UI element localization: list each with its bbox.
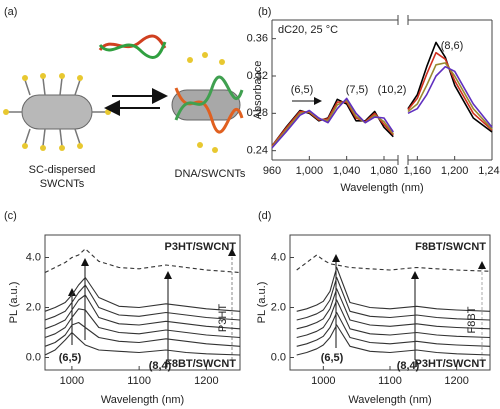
series-line	[44, 276, 241, 312]
annotation: P3HT/SWCNT	[415, 358, 487, 370]
series-line	[296, 311, 491, 347]
annotation: (8,6)	[441, 40, 464, 52]
y-tick-label: 4.0	[26, 251, 41, 263]
series-line	[296, 288, 491, 330]
x-tick-label: 1200	[194, 375, 218, 387]
x-tick-label: 1,200	[441, 165, 469, 177]
y-tick-label: 0.24	[247, 145, 268, 157]
x-tick-label: 1,240	[478, 165, 500, 177]
annotation: (6,5)	[291, 84, 314, 96]
dna-nanotube	[171, 52, 244, 153]
x-tick-label: 1100	[127, 375, 151, 387]
dna	[98, 41, 167, 59]
x-tick-label: 1,080	[370, 165, 398, 177]
panel-label: (c)	[4, 210, 17, 222]
left-label: SC-dispersed	[29, 164, 96, 176]
x-tick-label: 1200	[444, 375, 468, 387]
left-label: SWCNTs	[40, 178, 85, 190]
y-tick-label: 4.0	[271, 251, 286, 263]
x-tick-label: 1,160	[404, 165, 432, 177]
right-label: DNA/SWCNTs	[175, 168, 246, 180]
annotation: (6,5)	[321, 352, 344, 364]
series-line	[296, 266, 491, 312]
series-line	[44, 321, 241, 347]
x-tick-label: 1100	[378, 375, 402, 387]
annotation: (7,5)	[346, 84, 369, 96]
x-tick-label: 1000	[60, 375, 84, 387]
x-tick-label: 960	[263, 165, 281, 177]
series-line	[44, 331, 241, 356]
y-tick-label: 0.32	[247, 70, 268, 82]
sc-nanotube	[3, 73, 111, 151]
annotation: (10,2)	[378, 84, 407, 96]
annotation: (8,4)	[397, 360, 420, 372]
y-tick-label: 0.0	[271, 351, 286, 363]
series-line	[271, 65, 493, 149]
series-line	[296, 254, 491, 272]
annotation: P3HT/SWCNT	[165, 241, 237, 253]
x-axis-label: Wavelength (nm)	[340, 182, 423, 194]
panel-label: (b)	[258, 6, 271, 18]
x-axis-label: Wavelength (nm)	[348, 394, 431, 406]
series-line	[296, 324, 491, 356]
panel-a: (a) SC-dispersed SWCNTs DNA/SWCNTs	[3, 6, 246, 190]
x-tick-label: 1000	[311, 375, 335, 387]
series-line	[271, 51, 493, 147]
dna	[98, 34, 167, 51]
y-tick-label: 0.0	[26, 351, 41, 363]
y-tick-label: 0.28	[247, 107, 268, 119]
annotation: dC20, 25 °C	[278, 24, 338, 36]
panel-label: (d)	[258, 210, 271, 222]
y-axis-label: Absorbance	[252, 61, 264, 120]
y-axis-label: PL (a.u.)	[8, 282, 20, 324]
annotation: (8,4)	[149, 360, 172, 372]
annotation: (6,5)	[59, 352, 82, 364]
plot-frame	[44, 234, 241, 371]
y-axis-label: PL (a.u.)	[256, 282, 268, 324]
series-line	[44, 248, 241, 274]
x-tick-label: 1,000	[296, 165, 324, 177]
series-line	[296, 276, 491, 321]
annotation: F8BT/SWCNT	[165, 358, 236, 370]
panel-label: (a)	[4, 6, 17, 18]
annotation: F8BT	[466, 306, 478, 333]
series-line	[271, 41, 493, 147]
y-tick-label: 0.36	[247, 33, 268, 45]
annotation: F8BT/SWCNT	[415, 241, 486, 253]
series-line	[44, 294, 241, 330]
series-line	[296, 299, 491, 339]
x-tick-label: 1,040	[333, 165, 361, 177]
x-axis-label: Wavelength (nm)	[101, 394, 184, 406]
y-tick-label: 2.0	[26, 301, 41, 313]
annotation: P3HT	[217, 304, 229, 332]
series-line	[271, 62, 493, 148]
plot-frame	[289, 234, 491, 371]
y-tick-label: 2.0	[271, 301, 286, 313]
series-line	[44, 284, 241, 321]
series-line	[44, 308, 241, 339]
